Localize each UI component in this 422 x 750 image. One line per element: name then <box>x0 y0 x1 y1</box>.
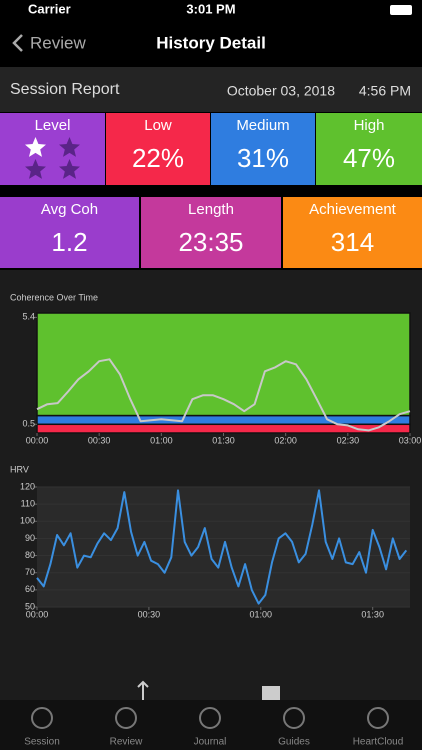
level-star <box>59 137 80 157</box>
back-chevron[interactable] <box>12 34 23 52</box>
report-title: Session Report <box>10 81 120 98</box>
clock: 3:01 PM <box>186 1 235 16</box>
share-icon[interactable] <box>137 680 149 700</box>
x-tick-label: 01:00 <box>150 435 173 445</box>
x-tick-label: 01:30 <box>212 435 235 445</box>
tile-value: 314 <box>331 227 374 257</box>
tab-icon[interactable] <box>367 707 389 729</box>
tab-icon[interactable] <box>31 707 53 729</box>
y-tick-label: 60 <box>25 584 35 594</box>
tile <box>106 113 210 185</box>
tile-label: High <box>354 117 385 134</box>
x-tick-label: 02:30 <box>337 435 360 445</box>
tile-label: Achievement <box>309 201 397 218</box>
x-tick-label: 00:00 <box>26 609 49 619</box>
tile <box>0 197 139 268</box>
y-tick-label: 0.5 <box>22 419 35 429</box>
nav-title: History Detail <box>156 33 266 52</box>
tile-value: 47% <box>343 143 395 173</box>
x-tick-label: 00:00 <box>26 435 49 445</box>
tab-label[interactable]: HeartCloud <box>353 737 404 748</box>
tile <box>0 113 105 185</box>
journal-icon[interactable] <box>262 686 280 700</box>
tile-value: 1.2 <box>51 227 87 257</box>
tab-label[interactable]: Session <box>24 737 60 748</box>
x-tick-label: 01:30 <box>361 609 384 619</box>
tile-value: 22% <box>132 143 184 173</box>
tile <box>283 197 422 268</box>
level-star <box>59 159 80 179</box>
tile-label: Level <box>35 117 71 134</box>
y-tick-label: 110 <box>21 499 35 509</box>
chart-title: Coherence Over Time <box>10 292 98 302</box>
y-tick-label: 5.4 <box>22 312 35 322</box>
y-tick-label: 50 <box>25 601 35 611</box>
tab-icon[interactable] <box>283 707 305 729</box>
tile-label: Medium <box>236 117 289 134</box>
y-tick-label: 120 <box>20 481 35 491</box>
battery <box>390 5 412 15</box>
tile <box>211 113 315 185</box>
report-header <box>0 67 422 112</box>
tile <box>141 197 281 268</box>
report-time: 4:56 PM <box>359 83 411 99</box>
tab-label[interactable]: Guides <box>278 737 310 748</box>
tile-value: 23:35 <box>178 227 243 257</box>
tile-label: Avg Coh <box>41 201 98 218</box>
x-tick-label: 00:30 <box>138 609 161 619</box>
report-date: October 03, 2018 <box>227 83 335 99</box>
x-tick-label: 03:00 <box>399 435 422 445</box>
tab-icon[interactable] <box>115 707 137 729</box>
y-tick-label: 70 <box>25 567 35 577</box>
tab-icon[interactable] <box>199 707 221 729</box>
level-star <box>25 159 46 179</box>
tile-value: 31% <box>237 143 289 173</box>
y-tick-label: 80 <box>25 550 35 560</box>
chart-title: HRV <box>10 464 29 474</box>
tab-label[interactable]: Journal <box>194 737 227 748</box>
back-button[interactable]: Review <box>30 33 86 52</box>
x-tick-label: 00:30 <box>88 435 111 445</box>
x-tick-label: 01:00 <box>250 609 273 619</box>
tab-label[interactable]: Review <box>110 737 144 748</box>
tile <box>316 113 422 185</box>
level-star <box>25 137 46 157</box>
tile-label: Length <box>188 201 234 218</box>
y-tick-label: 90 <box>25 533 35 543</box>
y-tick-label: 100 <box>20 516 35 526</box>
data-line <box>36 489 408 605</box>
x-tick-label: 02:00 <box>274 435 297 445</box>
tile-label: Low <box>144 117 172 134</box>
data-line <box>36 358 411 432</box>
zone <box>36 414 411 426</box>
carrier: Carrier <box>28 1 71 16</box>
